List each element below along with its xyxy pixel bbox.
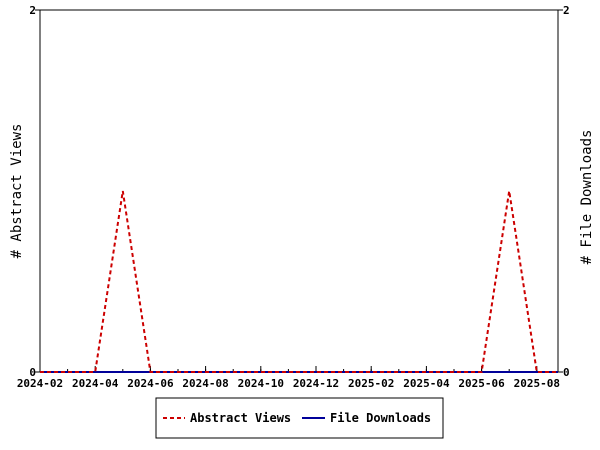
plot-area — [39, 9, 559, 373]
x-tick-label: 2024-10 — [238, 377, 284, 390]
x-tick-label: 2024-12 — [293, 377, 339, 390]
x-tick-label: 2024-08 — [182, 377, 228, 390]
y-axis-title-left: # Abstract Views — [9, 124, 25, 259]
y-axis-title-right: # File Downloads — [579, 130, 595, 265]
x-tick-label: 2025-06 — [458, 377, 505, 390]
x-tick-label: 2025-02 — [348, 377, 394, 390]
y-left-tick-label: 2 — [29, 4, 36, 17]
series-line-abstract-views — [40, 190, 558, 373]
x-tick-label: 2024-02 — [17, 377, 63, 390]
y-right-tick-label: 2 — [563, 4, 570, 17]
x-tick-label: 2025-04 — [403, 377, 450, 390]
series-lines — [40, 190, 558, 373]
y-right-tick-label: 0 — [563, 366, 570, 379]
y-axis-ticks: 0 2 0 2 — [29, 4, 569, 379]
legend-box — [155, 397, 444, 439]
x-tick-label: 2024-06 — [127, 377, 174, 390]
x-tick-label: 2025-08 — [514, 377, 560, 390]
legend-label-abstract-views: Abstract Views — [190, 411, 291, 425]
x-tick-label: 2024-04 — [72, 377, 119, 390]
legend: Abstract Views File Downloads — [155, 397, 444, 439]
x-axis-ticks: 2024-02 2024-04 2024-06 2024-08 2024-10 2024-… — [17, 366, 560, 390]
y-left-tick-label: 0 — [29, 366, 36, 379]
legend-label-file-downloads: File Downloads — [330, 411, 431, 425]
